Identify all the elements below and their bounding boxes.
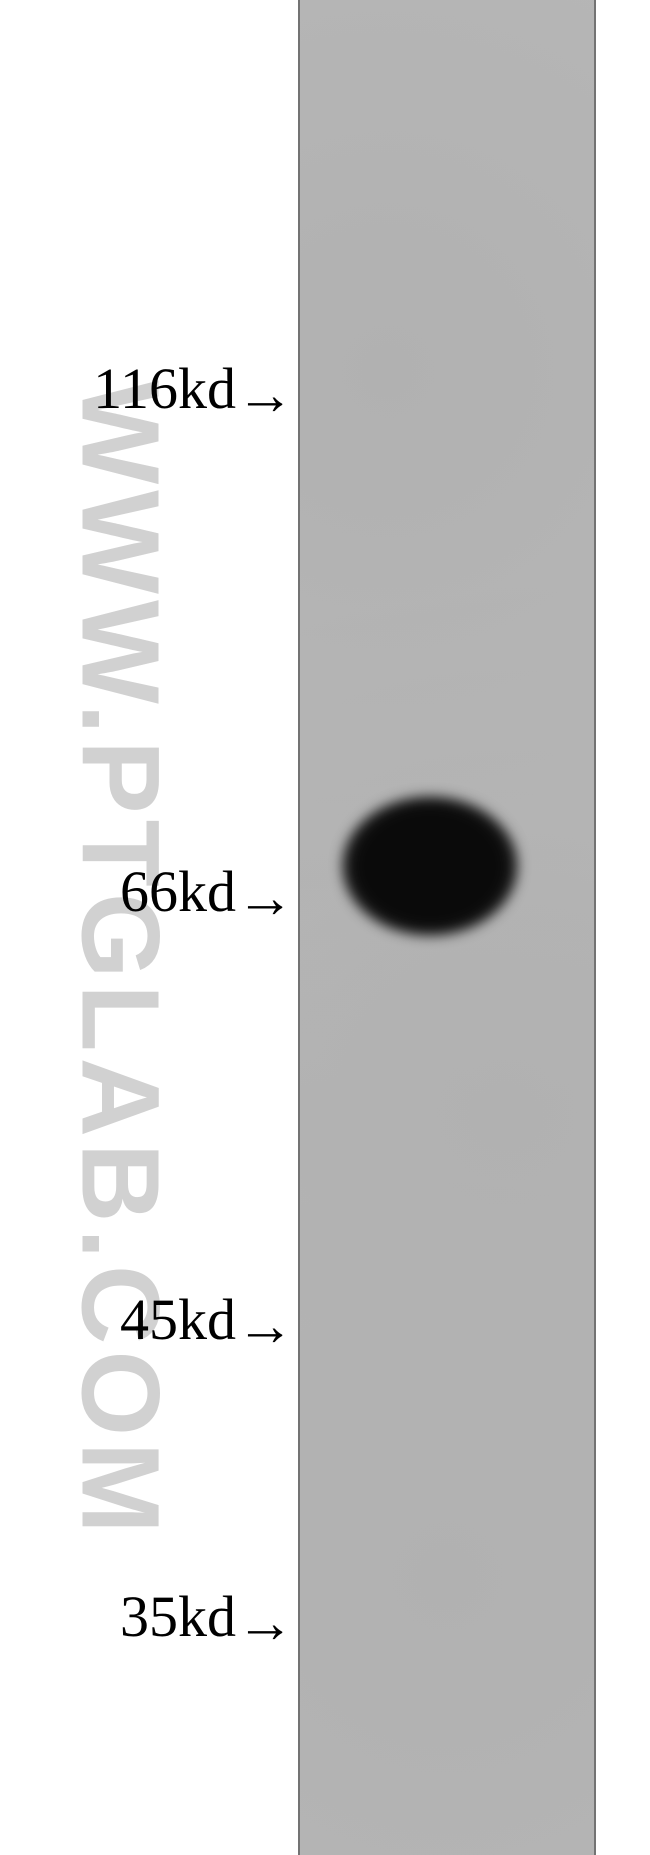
mw-marker-label: 116kd [93, 356, 236, 421]
mw-marker-35kd: 35kd→ [120, 1588, 294, 1652]
mw-marker-66kd: 66kd→ [120, 863, 294, 927]
mw-marker-label: 35kd [120, 1584, 236, 1649]
arrow-icon: → [236, 1594, 294, 1652]
mw-marker-label: 66kd [120, 859, 236, 924]
arrow-icon: → [236, 1297, 294, 1355]
mw-marker-116kd: 116kd→ [93, 360, 294, 424]
lane-border-left [298, 0, 300, 1855]
arrow-icon: → [236, 366, 294, 424]
blot-lane [298, 0, 596, 1855]
blot-figure: WWW.PTGLAB.COM 116kd→ 66kd→ 45kd→ 35kd→ [0, 0, 650, 1855]
watermark-text: WWW.PTGLAB.COM [57, 380, 184, 1539]
mw-marker-45kd: 45kd→ [120, 1291, 294, 1355]
mw-marker-label: 45kd [120, 1287, 236, 1352]
arrow-icon: → [236, 869, 294, 927]
lane-border-right [594, 0, 596, 1855]
protein-band [342, 796, 518, 936]
